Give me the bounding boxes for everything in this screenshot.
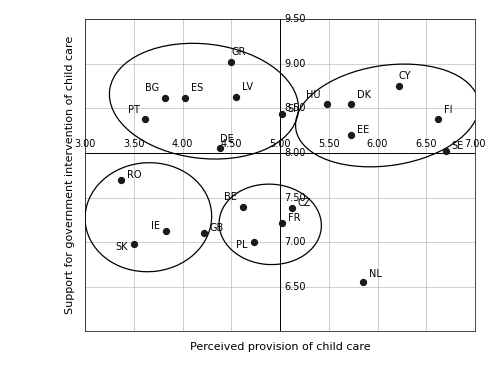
Point <box>347 101 355 107</box>
Text: 6.50: 6.50 <box>284 282 306 292</box>
Text: CY: CY <box>399 70 411 81</box>
Text: 7.00: 7.00 <box>284 237 306 247</box>
Point <box>161 94 169 101</box>
Text: PT: PT <box>128 104 140 115</box>
Point <box>250 239 258 245</box>
Text: GR: GR <box>231 46 246 56</box>
Text: FR: FR <box>288 213 300 223</box>
Text: DE: DE <box>220 134 234 144</box>
Text: EE: EE <box>357 125 370 135</box>
Point <box>232 94 240 100</box>
Point <box>278 219 286 226</box>
Text: 7.50: 7.50 <box>284 192 306 203</box>
Point <box>359 279 367 285</box>
Point <box>216 146 224 152</box>
Text: 6.50: 6.50 <box>416 139 437 149</box>
Point <box>162 229 170 235</box>
Text: NL: NL <box>368 269 382 279</box>
Text: 4.50: 4.50 <box>220 139 242 149</box>
Text: SK: SK <box>116 242 128 252</box>
Point <box>434 116 442 122</box>
Text: 3.50: 3.50 <box>123 139 144 149</box>
Y-axis label: Support for government intervention of child care: Support for government intervention of c… <box>64 36 74 314</box>
Text: 5.00: 5.00 <box>269 139 291 149</box>
Text: RO: RO <box>127 170 142 180</box>
Point <box>323 101 331 107</box>
Text: CZ: CZ <box>298 198 311 208</box>
Text: 8.50: 8.50 <box>284 103 306 113</box>
Point <box>395 83 403 89</box>
Point <box>117 177 125 183</box>
Text: SI: SI <box>288 104 297 114</box>
Text: GB: GB <box>210 223 224 233</box>
Text: DK: DK <box>357 90 371 100</box>
Text: ES: ES <box>192 83 203 93</box>
Point <box>288 205 296 211</box>
Text: 8.00: 8.00 <box>284 148 306 158</box>
Point <box>200 230 208 236</box>
Text: 5.50: 5.50 <box>318 139 340 149</box>
Text: 9.50: 9.50 <box>284 14 306 24</box>
Text: 3.00: 3.00 <box>74 139 96 149</box>
Point <box>142 116 150 122</box>
Point <box>347 132 355 138</box>
X-axis label: Perceived provision of child care: Perceived provision of child care <box>190 342 370 352</box>
Point <box>239 203 247 210</box>
Text: 4.00: 4.00 <box>172 139 193 149</box>
Text: SE: SE <box>452 141 464 151</box>
Point <box>278 110 286 117</box>
Text: 6.00: 6.00 <box>367 139 388 149</box>
Text: LV: LV <box>242 82 253 92</box>
Text: FI: FI <box>444 106 452 115</box>
Point <box>130 241 138 247</box>
Point <box>227 59 235 65</box>
Text: HU: HU <box>306 90 321 100</box>
Text: 7.00: 7.00 <box>464 139 486 149</box>
Text: BG: BG <box>145 83 159 93</box>
Text: IE: IE <box>151 221 160 232</box>
Text: BE: BE <box>224 192 237 202</box>
Point <box>182 94 190 101</box>
Text: PL: PL <box>236 240 248 250</box>
Point <box>442 148 450 154</box>
Text: 9.00: 9.00 <box>284 59 306 69</box>
